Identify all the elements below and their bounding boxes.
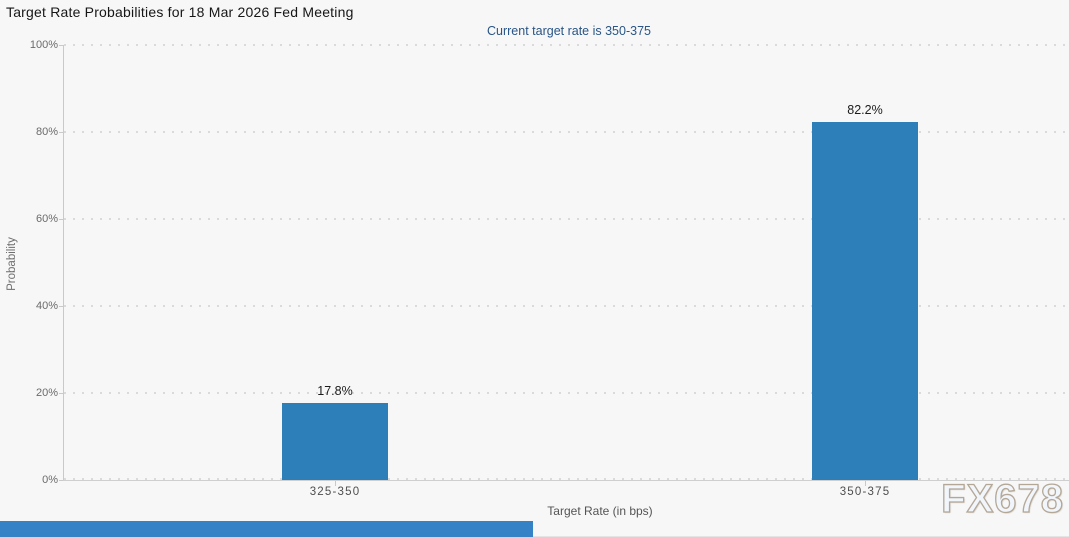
x-axis-line <box>63 480 1069 481</box>
y-axis-line <box>63 45 64 481</box>
bar-value-label: 82.2% <box>847 103 883 118</box>
y-gridline <box>64 218 1067 220</box>
horizontal-scrollbar-thumb[interactable] <box>0 521 533 537</box>
x-axis-title: Target Rate (in bps) <box>547 504 653 518</box>
bar-350-375[interactable] <box>812 122 918 480</box>
x-category-label: 325-350 <box>309 486 361 498</box>
y-tick-label: 40% <box>35 300 58 312</box>
y-tick <box>59 480 63 481</box>
x-tick <box>865 481 866 486</box>
y-gridline <box>64 131 1067 133</box>
y-tick-label: 100% <box>29 39 58 51</box>
bar-325-350[interactable] <box>282 402 388 480</box>
y-tick-label: 80% <box>35 126 58 138</box>
y-tick <box>59 306 63 307</box>
y-tick <box>59 132 63 133</box>
y-tick <box>59 393 63 394</box>
y-tick-label: 0% <box>42 474 58 486</box>
chart-subtitle: Current target rate is 350-375 <box>487 24 651 38</box>
y-tick <box>59 45 63 46</box>
y-gridline <box>64 305 1067 307</box>
x-category-label: 350-375 <box>839 486 891 498</box>
x-tick <box>335 481 336 486</box>
bar-value-label: 17.8% <box>317 383 353 398</box>
y-gridline <box>64 44 1067 46</box>
watermark-fx678: FX678 <box>940 476 1064 521</box>
y-gridline <box>64 392 1067 394</box>
chart-title: Target Rate Probabilities for 18 Mar 202… <box>6 4 354 20</box>
y-gridline <box>64 478 1067 480</box>
y-tick-label: 60% <box>35 213 58 225</box>
y-tick-label: 20% <box>35 387 58 399</box>
y-tick <box>59 219 63 220</box>
